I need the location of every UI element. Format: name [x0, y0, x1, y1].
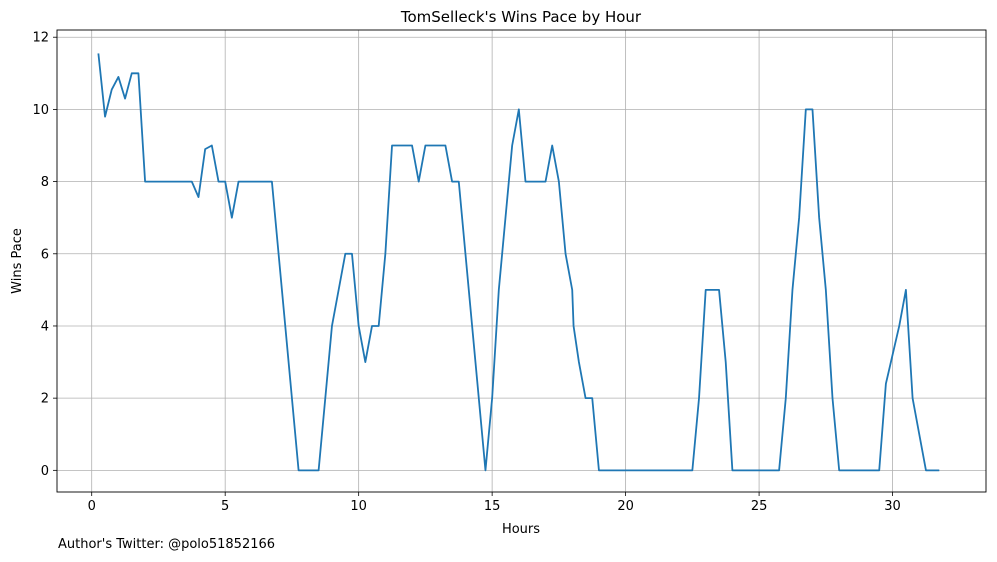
plot-frame [56, 29, 987, 493]
x-tick-label: 15 [484, 499, 501, 514]
y-axis-label: Wins Pace [10, 228, 25, 294]
y-tick-label: 8 [41, 175, 49, 190]
series-line [97, 53, 940, 472]
y-tick-label: 2 [41, 392, 49, 407]
chart-title: TomSelleck's Wins Pace by Hour [400, 8, 642, 26]
x-tick-label: 20 [617, 499, 634, 514]
y-tick-label: 4 [41, 319, 49, 334]
x-tick-label: 0 [88, 499, 96, 514]
grid [57, 30, 986, 492]
author-footnote: Author's Twitter: @polo51852166 [58, 537, 276, 552]
y-tick-label: 0 [41, 464, 49, 479]
x-axis-label: Hours [502, 522, 540, 537]
y-tick-label: 6 [41, 247, 49, 262]
series-layer [97, 53, 940, 472]
y-tick-label: 10 [32, 103, 49, 118]
x-tick-label: 5 [221, 499, 229, 514]
axis-ticks: 0 5 10 15 20 25 30 0 2 4 6 8 10 12 [32, 31, 900, 514]
x-tick-label: 30 [884, 499, 901, 514]
y-tick-label: 12 [32, 31, 49, 46]
x-tick-label: 10 [350, 499, 367, 514]
x-tick-label: 25 [751, 499, 768, 514]
